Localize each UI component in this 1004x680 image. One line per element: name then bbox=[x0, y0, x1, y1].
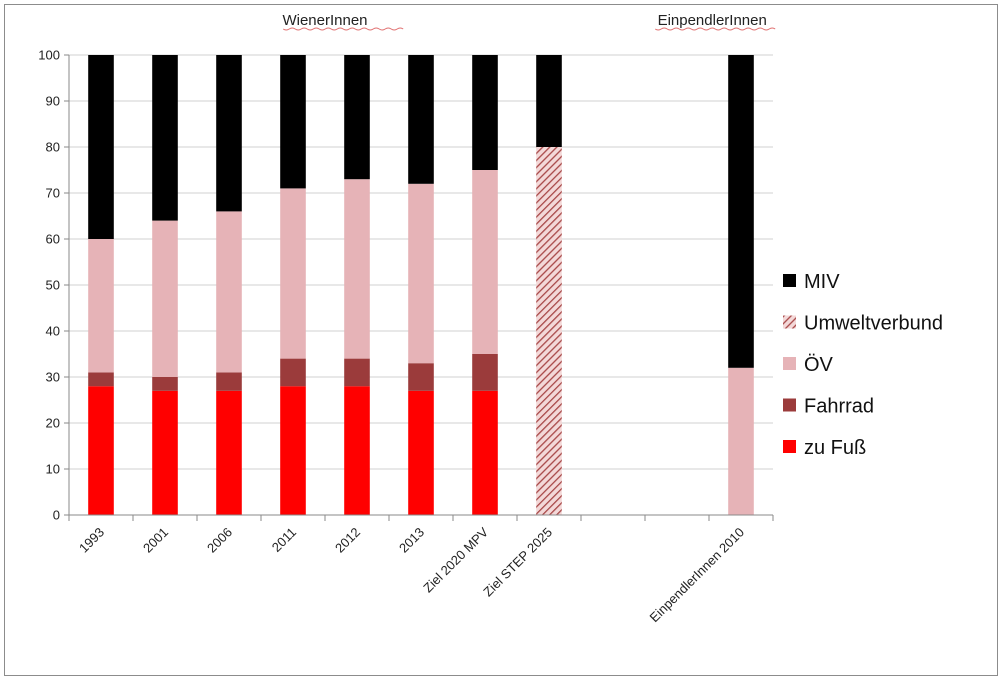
group-label-wienerinnen: WienerInnen bbox=[282, 12, 367, 29]
bar-ov-1993 bbox=[88, 239, 114, 373]
y-tick-label: 50 bbox=[46, 278, 60, 293]
y-tick-label: 70 bbox=[46, 186, 60, 201]
legend-swatch-fahrrad bbox=[783, 398, 796, 412]
bar-zu-fuss-2011 bbox=[280, 386, 306, 515]
axes bbox=[64, 54, 774, 521]
y-tick-label: 90 bbox=[46, 94, 60, 109]
y-tick-label: 60 bbox=[46, 232, 60, 247]
bar-fahrrad-1993 bbox=[88, 372, 114, 387]
bar-umweltverbund-ziel-step-2025 bbox=[536, 147, 562, 515]
x-tick-label: 2006 bbox=[204, 525, 235, 556]
legend-label-miv: MIV bbox=[804, 271, 840, 293]
x-tick-label: Ziel 2020 MPV bbox=[420, 524, 491, 595]
bar-fahrrad-2012 bbox=[344, 358, 370, 387]
bar-zu-fuss-2006 bbox=[216, 390, 242, 515]
group-label-underline bbox=[282, 27, 404, 31]
bar-miv-ziel-step-2025 bbox=[536, 55, 562, 147]
bar-ov-2006 bbox=[216, 211, 242, 373]
bar-fahrrad-2013 bbox=[408, 363, 434, 391]
bar-zu-fuss-2012 bbox=[344, 386, 370, 515]
bar-zu-fuss-2013 bbox=[408, 390, 434, 515]
legend: MIV Umweltverbund ÖV Fahrrad zu Fuß bbox=[783, 271, 943, 459]
legend-swatch-ov bbox=[783, 357, 796, 370]
bar-ov-ziel-2020-mpv bbox=[472, 170, 498, 354]
bar-zu-fuss-1993 bbox=[88, 386, 114, 515]
bar-miv-2006 bbox=[216, 55, 242, 212]
legend-label-umweltverbund: Umweltverbund bbox=[804, 313, 943, 335]
bar-ov-2001 bbox=[152, 220, 178, 377]
stacked-bar-chart: 0 10 20 30 40 50 60 70 80 90 100 1993 2001 2006 2011 20… bbox=[38, 12, 943, 626]
bar-ov-2011 bbox=[280, 188, 306, 359]
y-tick-label: 40 bbox=[46, 324, 60, 339]
chart-frame: 0 10 20 30 40 50 60 70 80 90 100 1993 2001 2006 2011 20… bbox=[4, 4, 998, 676]
bar-zu-fuss-2001 bbox=[152, 390, 178, 515]
y-tick-label: 20 bbox=[46, 416, 60, 431]
bar-miv-einpendlerinnen-2010 bbox=[728, 55, 754, 368]
legend-label-ov: ÖV bbox=[804, 354, 834, 376]
labels: 0 10 20 30 40 50 60 70 80 90 100 1993 2001 2006 2011 20… bbox=[38, 12, 776, 626]
x-tick-label: 2013 bbox=[396, 525, 427, 556]
x-tick-label: 2012 bbox=[332, 525, 363, 556]
x-tick-label: 2001 bbox=[140, 525, 171, 556]
group-label-einpendlerinnen: EinpendlerInnen bbox=[658, 12, 767, 29]
bar-ov-2013 bbox=[408, 183, 434, 364]
y-tick-label: 0 bbox=[53, 508, 60, 523]
bars bbox=[88, 55, 754, 515]
x-tick-label: EinpendlerInnen 2010 bbox=[647, 525, 748, 626]
bar-miv-2011 bbox=[280, 55, 306, 189]
bar-miv-2012 bbox=[344, 55, 370, 180]
bar-miv-2013 bbox=[408, 55, 434, 184]
y-tick-label: 80 bbox=[46, 140, 60, 155]
bar-miv-ziel-2020-mpv bbox=[472, 55, 498, 170]
x-tick-label: Ziel STEP 2025 bbox=[480, 525, 555, 600]
legend-label-zu-fuss: zu Fuß bbox=[804, 437, 866, 459]
legend-swatch-miv bbox=[783, 274, 796, 287]
bar-fahrrad-2006 bbox=[216, 372, 242, 391]
legend-label-fahrrad: Fahrrad bbox=[804, 396, 874, 418]
legend-swatch-zu-fuss bbox=[783, 440, 796, 453]
x-tick-label: 1993 bbox=[76, 525, 107, 556]
y-tick-label: 10 bbox=[46, 462, 60, 477]
bar-fahrrad-ziel-2020-mpv bbox=[472, 354, 498, 391]
bar-ov-2012 bbox=[344, 179, 370, 359]
bar-miv-2001 bbox=[152, 55, 178, 221]
legend-swatch-umweltverbund bbox=[783, 315, 796, 329]
y-tick-label: 100 bbox=[38, 48, 60, 63]
group-label-underline bbox=[654, 27, 776, 31]
bar-miv-1993 bbox=[88, 55, 114, 239]
bar-zu-fuss-ziel-2020-mpv bbox=[472, 390, 498, 515]
bar-fahrrad-2011 bbox=[280, 358, 306, 387]
bar-fahrrad-2001 bbox=[152, 377, 178, 391]
bar-ov-einpendlerinnen-2010 bbox=[728, 367, 754, 515]
x-tick-label: 2011 bbox=[269, 525, 299, 555]
y-tick-label: 30 bbox=[46, 370, 60, 385]
